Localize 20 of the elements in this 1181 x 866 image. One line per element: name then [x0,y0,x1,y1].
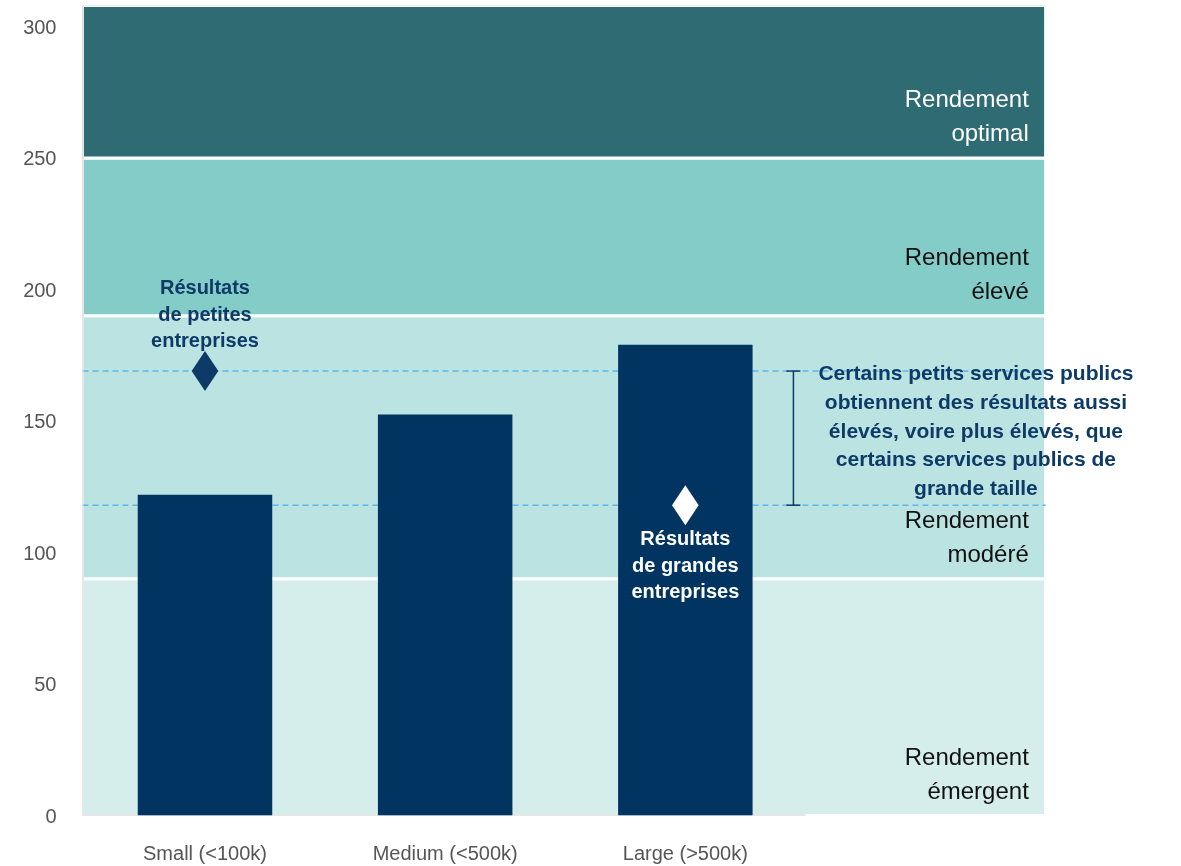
y-tick-label: 250 [23,147,57,170]
y-tick-label: 0 [45,804,57,827]
series-label: Résultats de grandes entreprises [631,527,740,602]
bar [137,494,273,816]
bar [618,344,753,816]
x-tick-label: Large (>500k) [622,841,748,864]
x-tick-label: Medium (<500k) [372,841,518,864]
y-tick-label: 100 [23,541,57,564]
band-label: Rendement élevé [904,243,1030,304]
y-tick-label: 300 [23,15,57,38]
y-tick-label: 50 [34,673,57,696]
bar [377,414,513,816]
y-tick-label: 150 [23,410,57,433]
annotation: Certains petits services publics obtiennent des résultats aussi élevés, voire plus élevés, que certains services publics de grande taille [818,361,1134,500]
band-label: Rendement modéré [904,506,1030,567]
y-tick-label: 200 [23,278,57,301]
x-tick-label: Small (<100k) [143,841,267,864]
band-label: Rendement émergent [904,742,1030,804]
band-label: Rendement optimal [904,85,1030,147]
series-label: Résultats de petites entreprises [151,276,259,352]
